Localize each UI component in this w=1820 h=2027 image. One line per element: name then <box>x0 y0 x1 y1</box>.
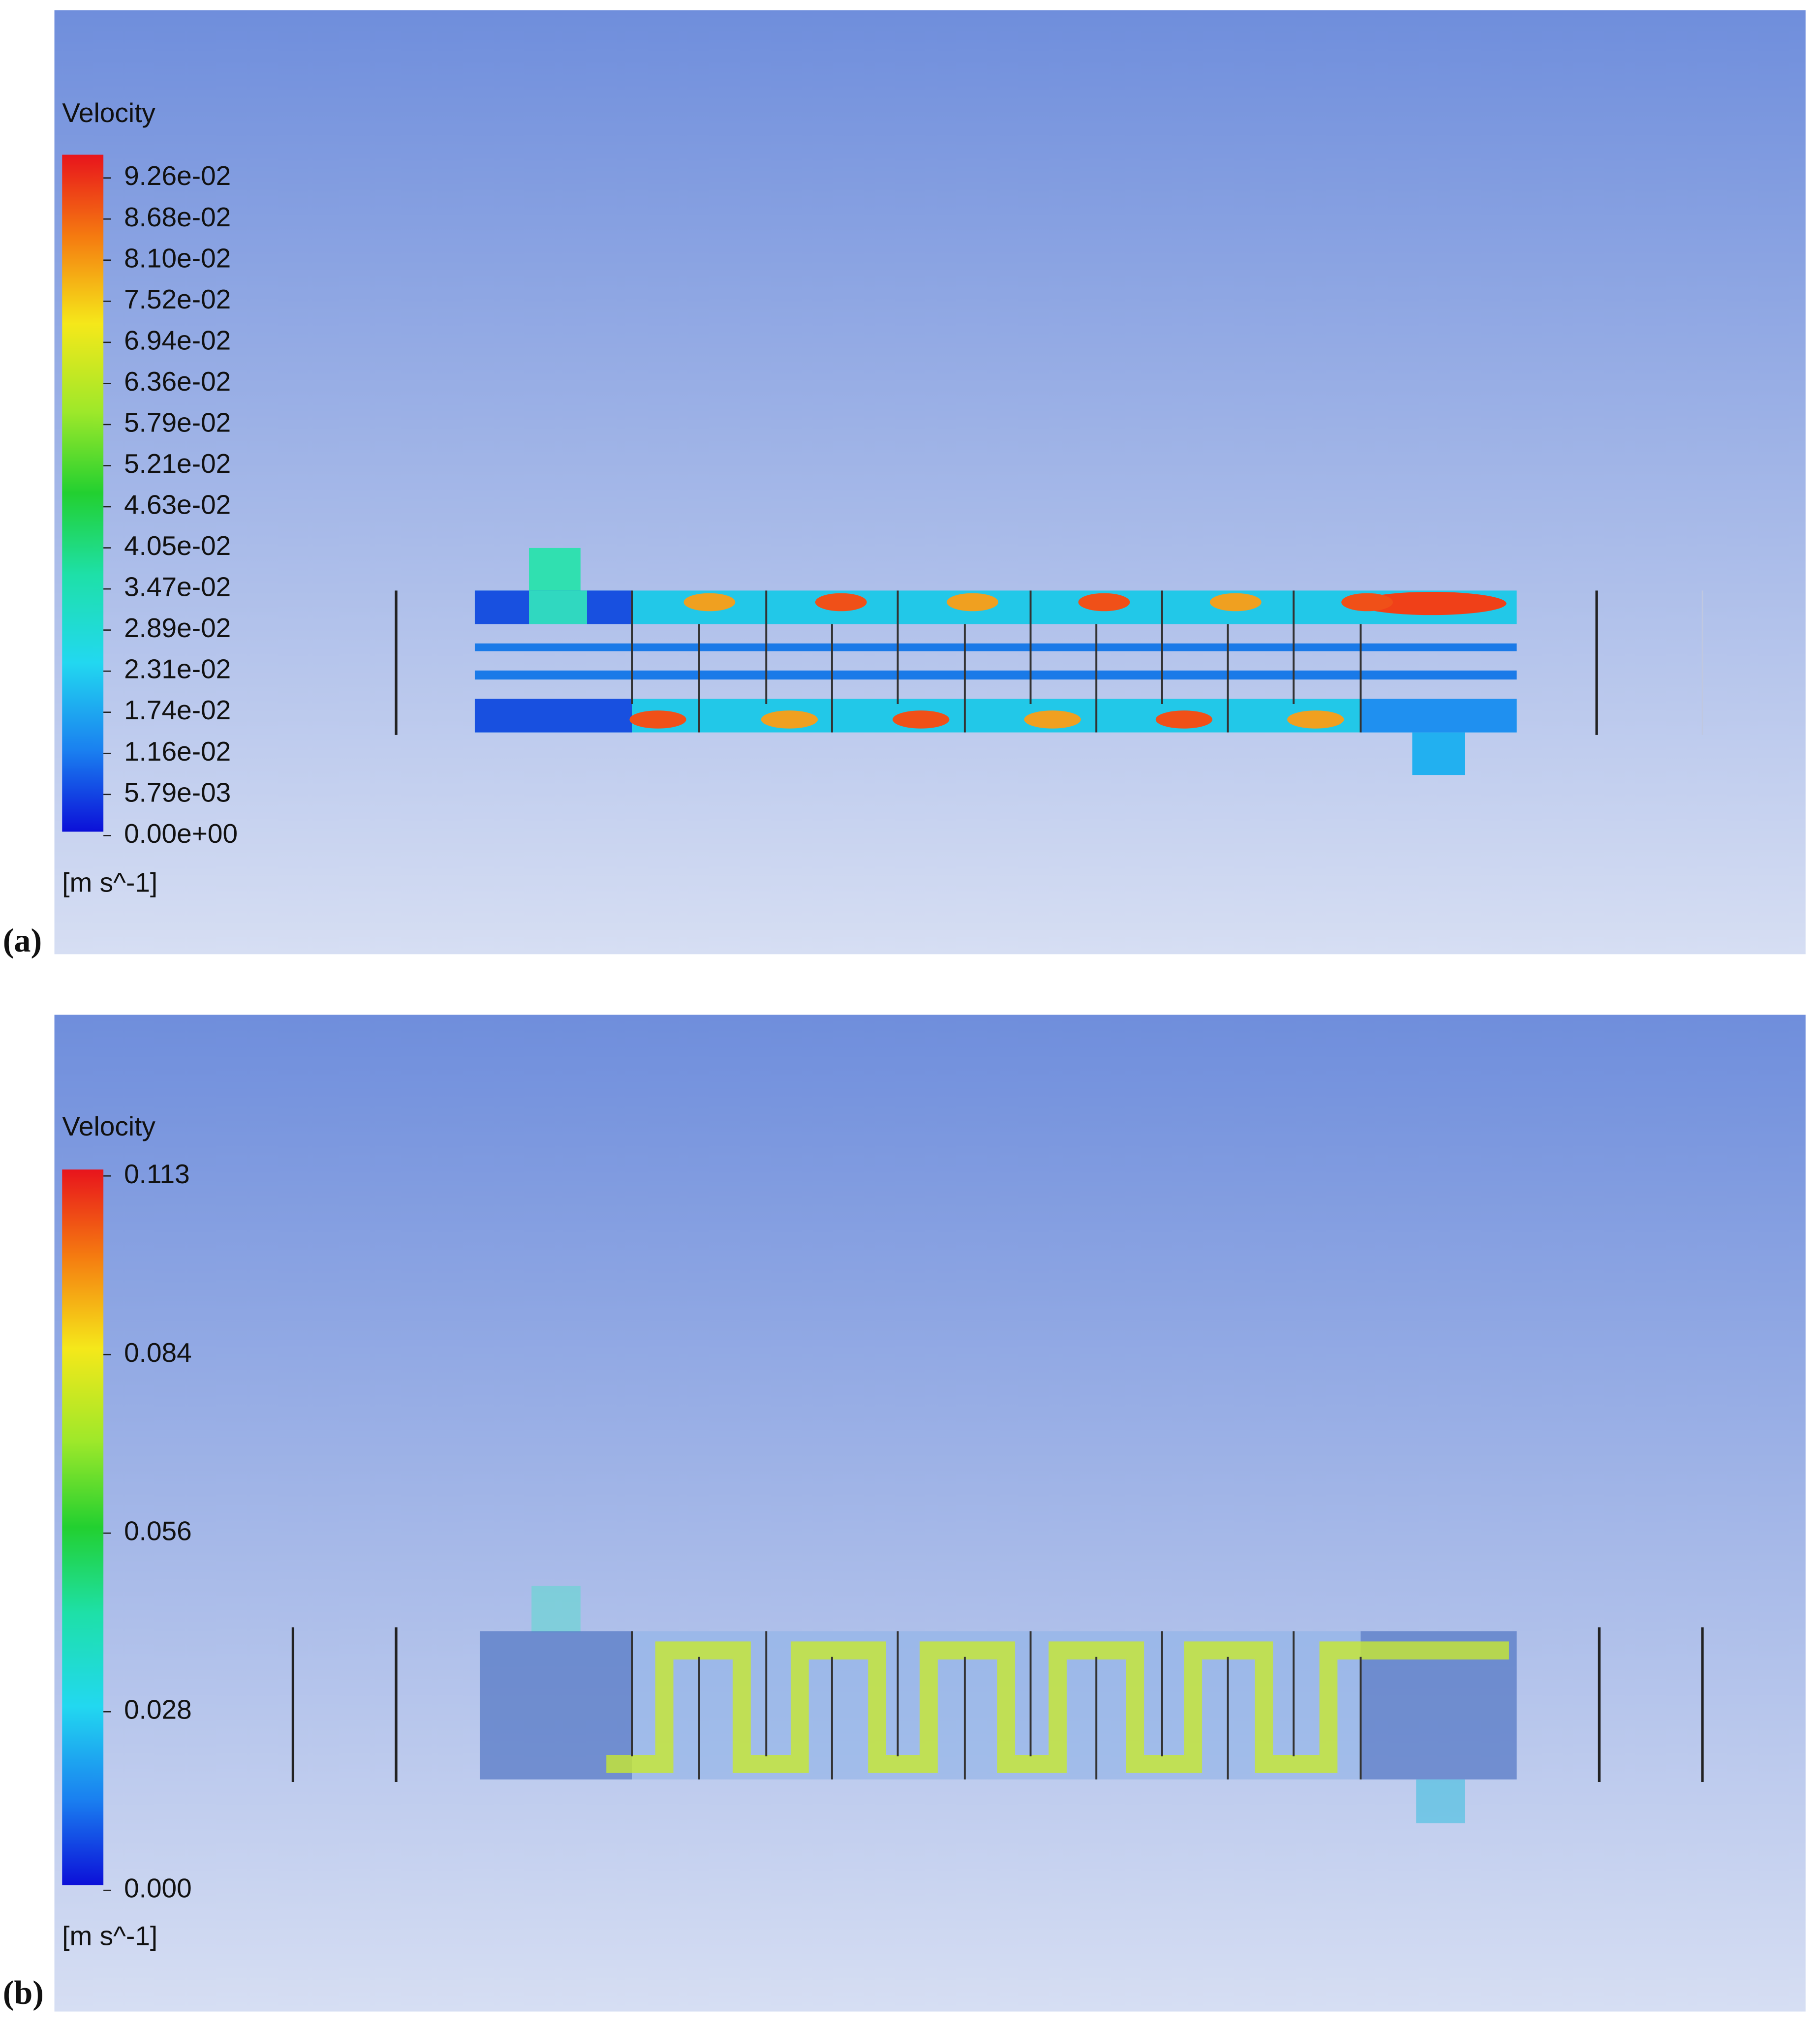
legend-unit: [m s^-1] <box>62 1921 157 1951</box>
legend-tick-label: 6.36e-02 <box>124 366 231 397</box>
hot-spot <box>1341 593 1393 612</box>
legend-title: Velocity <box>62 97 155 128</box>
outlet-zone <box>1360 699 1517 733</box>
legend-tick-label: 5.79e-02 <box>124 407 231 437</box>
legend-tick-label: 1.74e-02 <box>124 695 231 725</box>
legend-tick-label: 7.52e-02 <box>124 284 231 314</box>
upper-channel <box>474 590 1517 624</box>
legend-title: Velocity <box>62 1111 155 1141</box>
legend-tick-label: 0.000 <box>124 1873 192 1904</box>
legend-tick-label: 8.10e-02 <box>124 243 231 273</box>
hot-spot <box>1024 710 1081 729</box>
hot-spot <box>761 710 818 729</box>
hot-spot <box>683 593 736 612</box>
pipe <box>474 643 1517 651</box>
outlet <box>1412 732 1465 775</box>
legend-tick-label: 2.31e-02 <box>124 654 231 684</box>
legend-tick-label: 0.028 <box>124 1694 192 1725</box>
hot-spot <box>1078 593 1130 612</box>
legend-tick-label: 4.05e-02 <box>124 530 231 561</box>
legend-tick-label: 8.68e-02 <box>124 202 231 232</box>
legend-tick-label: 4.63e-02 <box>124 490 231 520</box>
legend-tick-label: 3.47e-02 <box>124 572 231 602</box>
legend-tick-label: 2.89e-02 <box>124 613 231 643</box>
legend-tick-label: 0.084 <box>124 1337 192 1368</box>
panel-background <box>54 1014 1806 2012</box>
legend-unit: [m s^-1] <box>62 867 157 897</box>
outlet <box>1416 1779 1465 1823</box>
contour-domain <box>474 548 1517 775</box>
color-bar <box>62 1169 104 1885</box>
legend-tick-label: 0.113 <box>124 1159 190 1189</box>
panel-background <box>54 10 1806 954</box>
legend-tick-label: 5.79e-03 <box>124 777 231 807</box>
panel-label: (b) <box>3 1974 44 2011</box>
inlet <box>529 548 581 592</box>
hot-spot <box>947 593 999 612</box>
hot-spot <box>893 710 950 729</box>
legend-tick-label: 9.26e-02 <box>124 160 231 191</box>
legend-tick-label: 5.21e-02 <box>124 448 231 479</box>
legend-tick-label: 1.16e-02 <box>124 736 231 767</box>
dead-zone <box>474 699 632 733</box>
hot-spot <box>1357 591 1507 615</box>
legend-tick-label: 0.056 <box>124 1516 192 1546</box>
flow-path <box>606 1641 1509 1773</box>
panel-label: (a) <box>3 921 42 959</box>
hot-spot <box>1155 710 1213 729</box>
inlet-zone <box>480 1631 632 1780</box>
hot-spot <box>629 710 686 729</box>
legend-tick-label: 0.00e+00 <box>124 818 238 849</box>
pipe <box>474 670 1517 680</box>
hot-spot <box>1287 710 1344 729</box>
streamline-domain <box>480 1586 1517 1823</box>
inlet <box>531 1586 581 1633</box>
inlet-jet <box>529 590 587 624</box>
color-bar <box>62 154 104 832</box>
hot-spot <box>815 593 867 612</box>
legend-tick-label: 6.94e-02 <box>124 325 231 355</box>
hot-spot <box>1209 593 1262 612</box>
